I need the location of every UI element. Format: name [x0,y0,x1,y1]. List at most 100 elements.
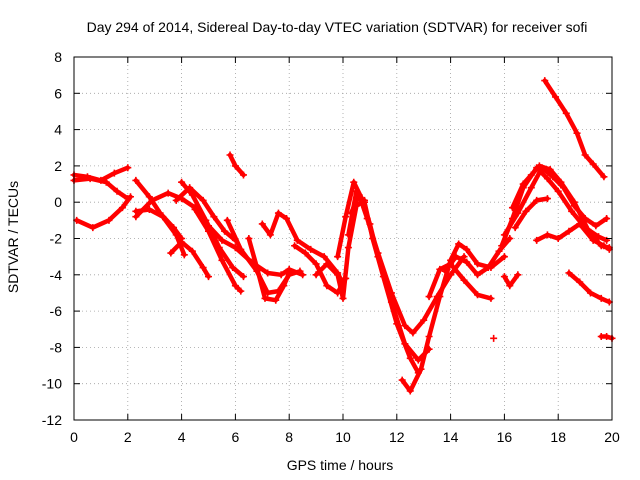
data-point [245,235,253,242]
x-tick-label: 16 [497,429,513,445]
data-point [554,187,562,195]
data-point [576,278,584,286]
series-track-ad [533,220,613,253]
data-point [406,354,414,362]
data-point [401,322,409,330]
series-line [71,176,131,201]
data-point [264,269,272,277]
data-point [600,242,608,250]
data-point [178,238,186,246]
series-line [225,218,303,296]
grid [74,57,612,420]
data-point [508,204,516,212]
series-track-w [441,235,514,279]
data-point [253,264,261,272]
data-point [425,293,433,301]
data-point [522,207,530,215]
data-point [266,231,274,239]
x-tick-label: 2 [124,429,132,445]
data-point [500,273,508,281]
data-point [178,178,186,186]
data-point [527,184,535,192]
series-line [179,179,246,279]
y-tick-label: 0 [54,194,62,210]
series-track-n [245,235,293,304]
series-line [510,163,612,250]
data-point [231,162,239,170]
data-point [221,227,229,235]
series-track-af [565,269,613,306]
data-point [543,175,551,183]
data-point [258,220,266,228]
data-point [393,320,401,328]
data-point [172,231,180,239]
data-point [344,244,352,252]
data-point [565,269,573,277]
series-track-c [73,193,134,232]
data-point [113,187,121,195]
series-line [173,185,238,243]
data-point [285,269,293,277]
data-point [261,294,269,302]
data-point [514,209,522,217]
y-tick-label: 2 [54,158,62,174]
data-point [535,162,543,170]
data-point [323,260,331,268]
data-point [589,236,597,244]
data-point [223,216,231,224]
series-track-h [172,184,239,244]
data-point [374,249,382,257]
data-point [188,247,196,255]
data-point [455,240,463,248]
y-tick-label: 6 [54,85,62,101]
data-point [570,198,578,206]
x-tick-label: 20 [604,429,620,445]
x-tick-label: 6 [232,429,240,445]
data-point [420,316,428,324]
series-line [133,190,238,250]
data-point [436,293,444,301]
y-tick-label: -4 [50,267,63,283]
series-layer [70,77,616,395]
data-point [506,235,514,242]
data-point [320,253,328,261]
data-point [205,273,212,281]
data-point [118,204,126,212]
y-tick-label: -6 [50,303,63,319]
data-point [145,205,153,213]
data-point [592,222,600,230]
x-tick-label: 12 [389,429,405,445]
x-tick-label: 10 [335,429,351,445]
data-point [231,282,239,290]
data-point [323,282,331,290]
data-point [334,271,342,279]
data-point [301,249,309,257]
data-point [398,376,406,384]
data-point [191,205,199,213]
data-point [218,236,226,244]
x-axis-label: GPS time / hours [287,457,394,473]
data-point [460,276,468,284]
data-point [474,271,481,279]
series-line [168,239,211,279]
data-point [474,260,481,268]
series-line [74,194,133,230]
data-point [199,196,207,204]
data-point [145,193,153,201]
data-point [110,169,118,177]
data-point [414,356,422,364]
data-point [89,224,97,232]
data-point [487,294,495,302]
data-point [543,231,551,239]
data-point [543,195,551,203]
data-point [565,227,573,235]
data-point [229,264,237,272]
data-point [86,175,94,183]
data-point [557,178,565,186]
data-point [283,215,291,223]
data-point [199,264,207,272]
data-point [239,171,247,179]
data-point [226,151,234,159]
data-point [541,77,549,85]
y-tick-label: -10 [42,376,62,392]
